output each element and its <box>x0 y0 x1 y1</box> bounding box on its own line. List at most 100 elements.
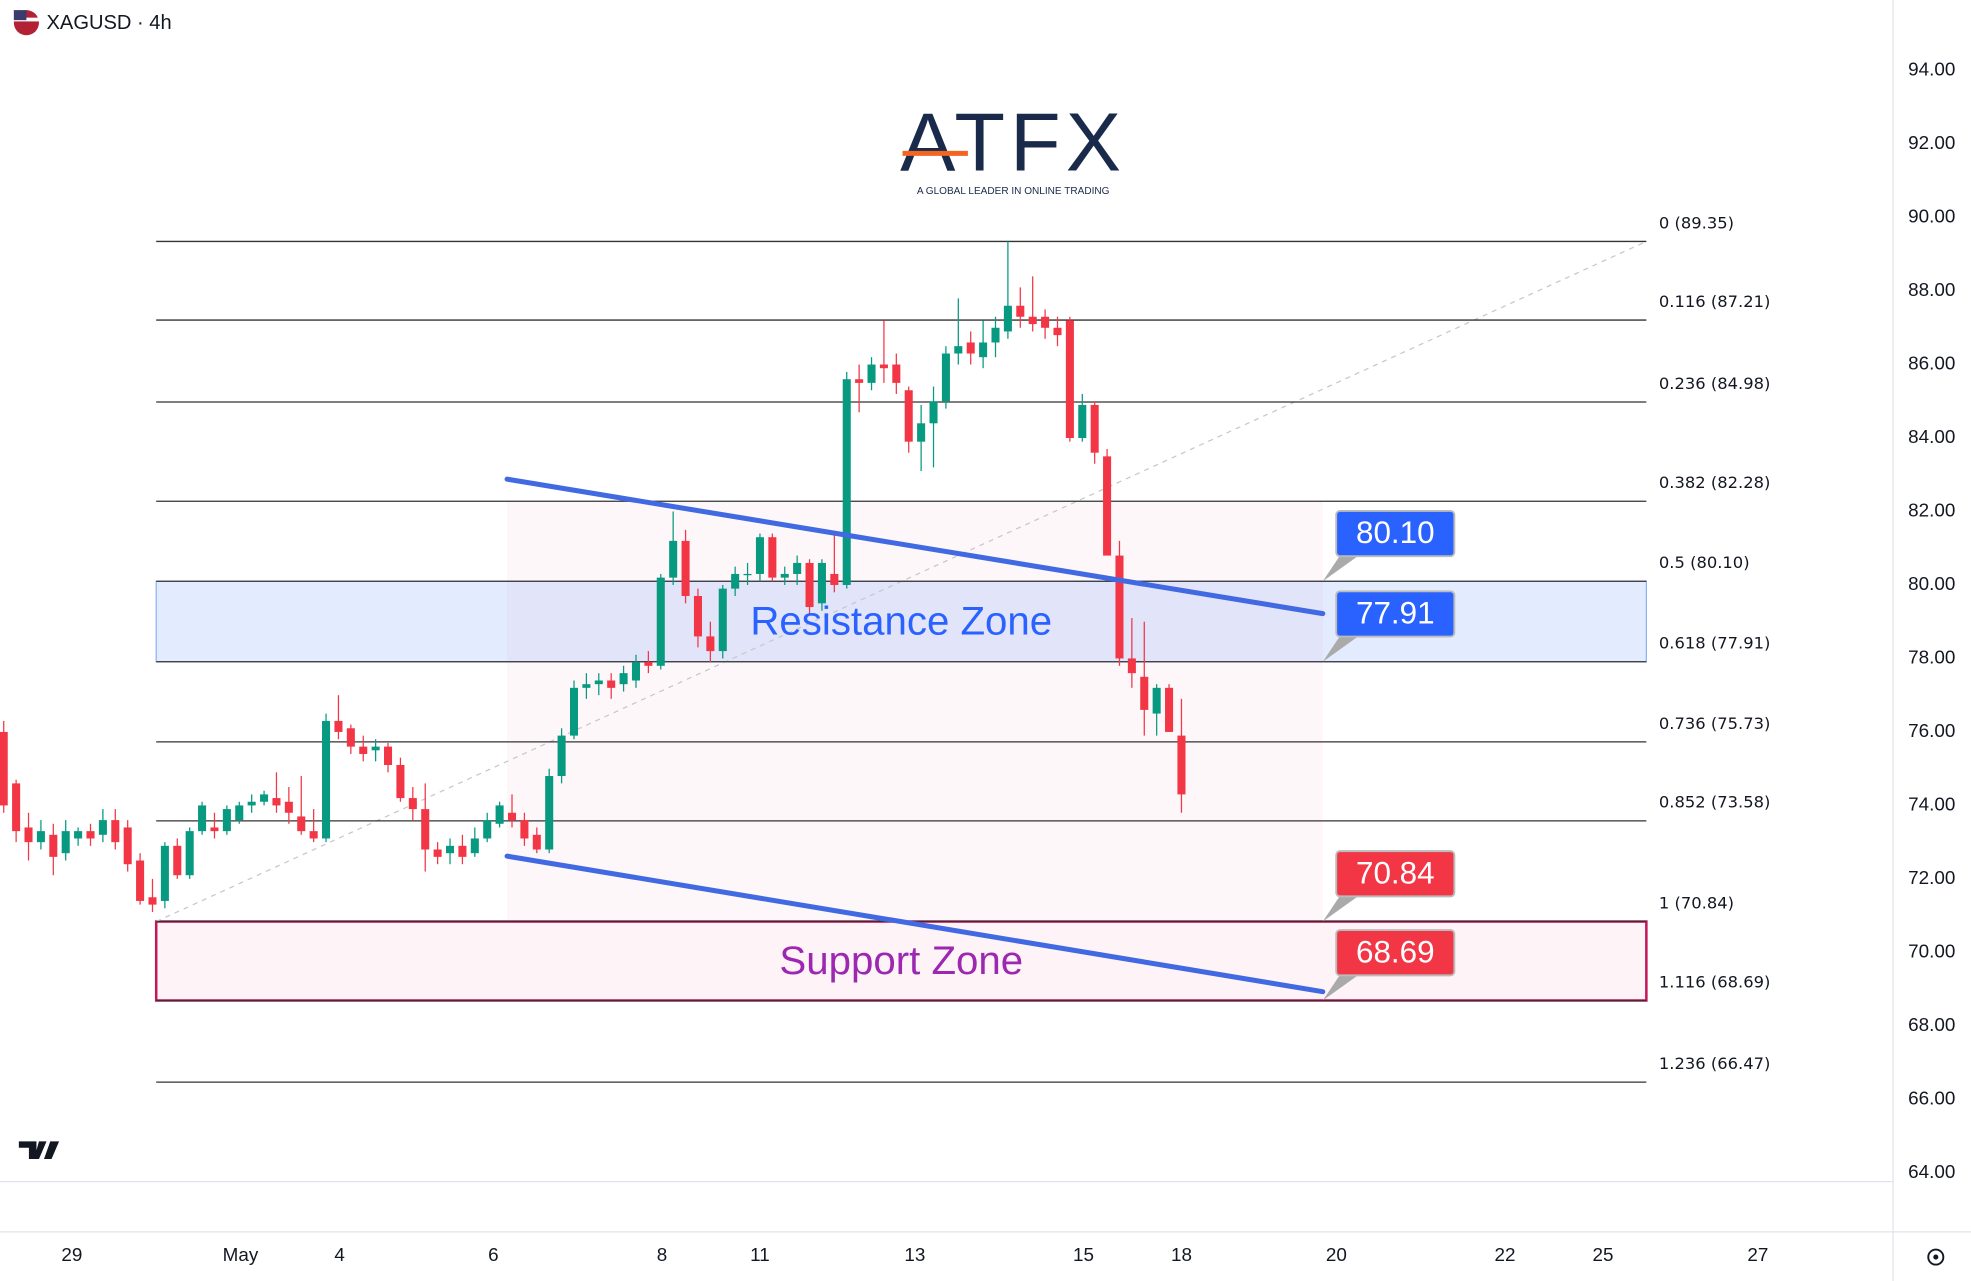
x-tick-label: 4 <box>334 1244 344 1265</box>
x-tick-label: 8 <box>657 1244 667 1265</box>
candle-body <box>359 746 368 754</box>
candle-body <box>892 364 901 383</box>
candle-body <box>260 794 269 802</box>
candle-body <box>532 834 541 850</box>
candle-body <box>160 845 169 901</box>
x-tick-label: 25 <box>1592 1244 1613 1265</box>
candle-body <box>136 860 145 901</box>
y-tick-label: 78.00 <box>1908 646 1955 667</box>
candle-body <box>297 816 306 832</box>
candle-body <box>185 831 194 876</box>
logo-text: ATFX <box>900 95 1126 188</box>
candle-body <box>384 746 393 766</box>
candle-body <box>855 379 864 383</box>
candle-body <box>1028 316 1037 325</box>
candle-body <box>12 783 21 832</box>
candle-body <box>98 820 107 835</box>
y-tick-label: 94.00 <box>1908 59 1955 80</box>
trend-line <box>504 853 1326 995</box>
price-tag-label: 70.84 <box>1356 855 1435 890</box>
x-tick-label: 22 <box>1495 1244 1516 1265</box>
candle-body <box>656 577 665 666</box>
price-tag <box>1335 850 1456 898</box>
y-tick-label: 66.00 <box>1908 1087 1955 1108</box>
candle-body <box>173 845 182 876</box>
candle-body <box>1090 404 1099 453</box>
x-tick-label: 15 <box>1073 1244 1094 1265</box>
candle-body <box>693 595 702 637</box>
candle-body <box>607 680 616 688</box>
fib-label: 0.382 (82.28) <box>1659 473 1770 492</box>
candle-body <box>917 423 926 442</box>
candle-body <box>706 636 715 652</box>
price-tag-pointer <box>1322 972 1362 1001</box>
price-tag <box>1335 590 1456 638</box>
x-tick-label: 6 <box>488 1244 498 1265</box>
candle-body <box>1103 456 1112 556</box>
candle-body <box>569 687 579 736</box>
price-tag <box>1335 509 1456 558</box>
flag-stripe <box>13 17 39 22</box>
candle-body <box>483 820 492 839</box>
candle-body <box>322 720 331 839</box>
candle-body <box>198 805 207 832</box>
x-tick-label: 20 <box>1326 1244 1347 1265</box>
candle-body <box>1152 687 1161 714</box>
zone-label: Resistance Zone <box>750 599 1052 644</box>
candle-body <box>235 805 244 821</box>
candle-body <box>74 831 83 839</box>
candle-body <box>284 801 293 813</box>
candle-body <box>644 662 653 666</box>
candle-body <box>979 342 988 358</box>
fib-label: 1 (70.84) <box>1659 893 1734 912</box>
symbol-header: XAGUSD · 4h <box>13 10 172 36</box>
y-tick-label: 80.00 <box>1908 573 1955 594</box>
x-tick-label: May <box>223 1244 259 1265</box>
x-tick-label: 18 <box>1171 1244 1192 1265</box>
candle-body <box>1115 555 1124 659</box>
candle-body <box>334 720 343 732</box>
candle-body <box>954 346 963 354</box>
candle-body <box>408 798 417 810</box>
channel-shade <box>507 501 1323 921</box>
price-tag-pointer <box>1322 634 1362 662</box>
candle-body <box>61 831 70 854</box>
candle-body <box>941 353 950 402</box>
candle-body <box>545 776 554 850</box>
candle-body <box>507 812 517 821</box>
candle-body <box>681 540 690 596</box>
logo-tagline: A GLOBAL LEADER IN ONLINE TRADING <box>917 186 1110 197</box>
y-tick-label: 74.00 <box>1908 793 1955 814</box>
tv-logo <box>18 1141 60 1160</box>
y-tick-label: 64.00 <box>1908 1161 1955 1182</box>
candle-body <box>594 680 603 685</box>
candle-body <box>780 573 789 578</box>
candle-body <box>1165 687 1174 732</box>
candle-body <box>495 805 504 824</box>
candle-body <box>148 897 157 905</box>
candle-body <box>1127 658 1136 674</box>
candle-body <box>210 827 219 832</box>
candle-body <box>1016 305 1025 317</box>
candle-body <box>904 390 913 442</box>
candle-body <box>619 673 628 685</box>
candle-body <box>817 562 826 604</box>
candle-body <box>247 801 256 806</box>
fib-label: 0.618 (77.91) <box>1659 634 1770 653</box>
zone-label: Support Zone <box>779 938 1023 983</box>
candle-body <box>805 562 814 608</box>
candle-body <box>1041 316 1050 328</box>
y-tick-label: 70.00 <box>1908 940 1955 961</box>
candle-body <box>1053 327 1062 336</box>
candle-body <box>0 731 8 806</box>
candle-body <box>842 379 851 585</box>
y-tick-label: 82.00 <box>1908 499 1955 520</box>
y-tick-label: 68.00 <box>1908 1014 1955 1035</box>
settings-gear[interactable] <box>1927 1248 1945 1266</box>
candle-body <box>49 834 58 857</box>
candle-body <box>371 746 380 751</box>
settings-icon[interactable] <box>1927 1248 1945 1266</box>
settings-center <box>1933 1254 1939 1260</box>
candle-body <box>86 831 95 839</box>
